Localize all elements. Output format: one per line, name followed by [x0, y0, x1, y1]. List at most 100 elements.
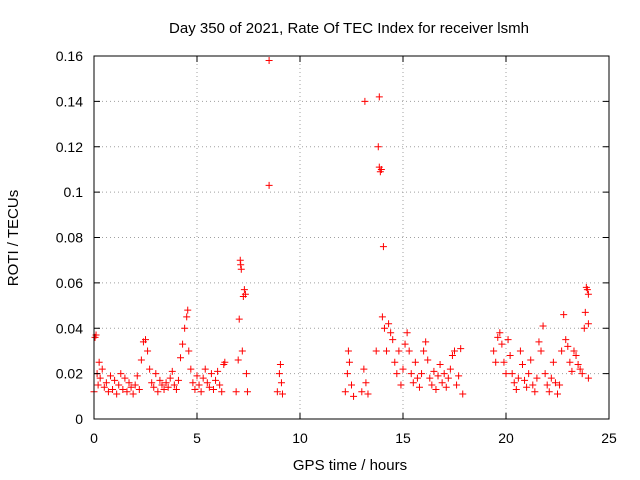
data-point	[164, 383, 172, 391]
data-point	[393, 370, 401, 378]
data-point	[235, 315, 243, 323]
data-point	[265, 181, 273, 189]
data-point	[185, 347, 193, 355]
data-point	[407, 370, 415, 378]
data-point	[379, 243, 387, 251]
data-point	[127, 383, 135, 391]
data-point	[358, 388, 366, 396]
data-point	[395, 347, 403, 355]
data-point	[455, 372, 463, 380]
x-tick-label: 25	[601, 430, 617, 446]
data-point	[541, 370, 549, 378]
data-point	[184, 306, 192, 314]
data-point	[102, 379, 110, 387]
data-point	[372, 347, 380, 355]
data-point	[221, 358, 229, 366]
data-point	[98, 365, 106, 373]
data-point	[158, 381, 166, 389]
data-point	[415, 383, 423, 391]
y-tick-label: 0.16	[56, 48, 83, 64]
x-tick-label: 0	[90, 430, 98, 446]
data-point	[144, 347, 152, 355]
data-point	[391, 358, 399, 366]
data-point	[205, 383, 213, 391]
data-point	[162, 379, 170, 387]
data-point	[506, 351, 514, 359]
data-point	[570, 347, 578, 355]
data-point	[183, 313, 191, 321]
data-point	[131, 381, 139, 389]
data-point	[360, 365, 368, 373]
data-point	[96, 374, 104, 382]
data-point	[560, 311, 568, 319]
y-tick-label: 0.02	[56, 366, 83, 382]
data-point	[562, 336, 570, 344]
data-point	[209, 386, 217, 394]
data-point	[549, 358, 557, 366]
data-point	[121, 374, 129, 382]
data-point	[154, 388, 162, 396]
data-point	[276, 361, 284, 369]
data-points	[90, 57, 592, 400]
data-point	[240, 286, 248, 294]
data-point	[457, 345, 465, 353]
data-point	[94, 381, 102, 389]
data-point	[504, 336, 512, 344]
data-point	[523, 383, 531, 391]
data-point	[193, 372, 201, 380]
data-point	[109, 386, 117, 394]
data-point	[119, 386, 127, 394]
data-point	[166, 374, 174, 382]
data-point	[581, 308, 589, 316]
data-point	[531, 388, 539, 396]
data-point	[152, 370, 160, 378]
data-point	[378, 313, 386, 321]
data-point	[583, 286, 591, 294]
data-point	[516, 347, 524, 355]
data-point	[113, 390, 121, 398]
data-point	[422, 338, 430, 346]
data-point	[490, 347, 498, 355]
data-point	[446, 365, 454, 373]
data-point	[364, 390, 372, 398]
data-point	[401, 340, 409, 348]
data-point	[111, 376, 119, 384]
y-tick-label: 0.06	[56, 275, 83, 291]
data-point	[170, 381, 178, 389]
data-point	[566, 358, 574, 366]
data-point	[576, 365, 584, 373]
y-tick-label: 0.14	[56, 93, 83, 109]
data-point	[508, 370, 516, 378]
data-point	[344, 347, 352, 355]
data-point	[389, 336, 397, 344]
data-point	[362, 379, 370, 387]
y-tick-label: 0.12	[56, 139, 83, 155]
grid-lines	[94, 56, 609, 419]
plot-frame	[93, 55, 610, 420]
data-point	[584, 320, 592, 328]
data-point	[554, 390, 561, 398]
data-point	[277, 379, 285, 387]
data-point	[578, 370, 586, 378]
data-point	[133, 372, 141, 380]
data-point	[527, 356, 535, 364]
data-point	[350, 392, 358, 400]
data-point	[142, 336, 149, 344]
data-point	[278, 390, 286, 398]
data-point	[232, 388, 240, 396]
data-point	[547, 374, 555, 382]
x-tick-label: 10	[292, 430, 308, 446]
data-point	[197, 388, 205, 396]
data-point	[453, 381, 461, 389]
data-point	[411, 358, 419, 366]
data-point	[510, 379, 518, 387]
data-point	[537, 347, 545, 355]
data-point	[383, 347, 391, 355]
data-point	[409, 379, 417, 387]
data-point	[545, 388, 553, 396]
data-point	[451, 347, 458, 355]
data-point	[179, 340, 187, 348]
data-point	[568, 367, 576, 375]
data-point	[150, 383, 158, 391]
